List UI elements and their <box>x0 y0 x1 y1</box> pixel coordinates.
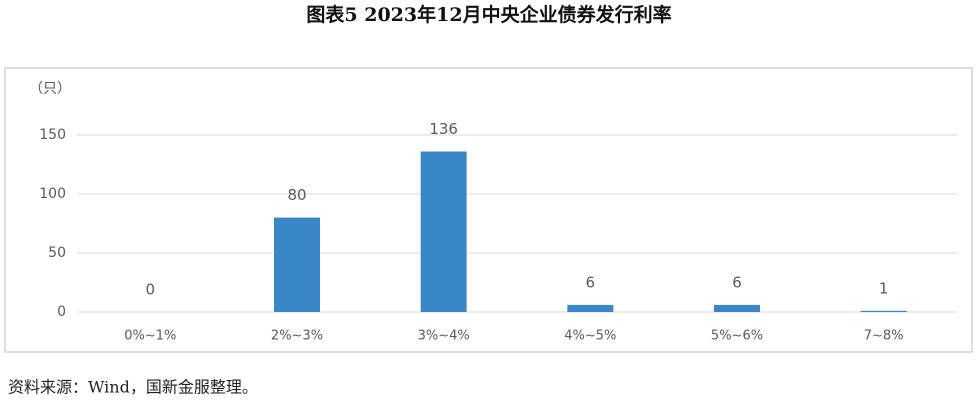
x-tick-label: 4%~5% <box>564 329 616 344</box>
y-tick-label: 150 <box>39 127 66 143</box>
data-label: 6 <box>732 273 742 291</box>
bar <box>567 304 614 312</box>
bar <box>274 217 320 312</box>
data-label: 1 <box>879 279 889 297</box>
x-tick-label: 2%~3% <box>271 329 323 344</box>
data-label: 80 <box>287 186 306 204</box>
source-note: 资料来源：Wind，国新金服整理。 <box>8 378 258 397</box>
x-tick-label: 7~8% <box>864 329 904 344</box>
x-tick-label: 5%~6% <box>711 329 763 344</box>
y-tick-label: 100 <box>39 186 66 202</box>
y-tick-label: 50 <box>48 245 66 261</box>
chart-title: 图表5 2023年12月中央企业债券发行利率 <box>306 3 671 26</box>
data-label: 0 <box>146 281 156 299</box>
chart-frame <box>4 67 973 353</box>
y-tick-label: 0 <box>57 304 66 320</box>
y-axis-label: （只） <box>29 81 71 97</box>
bar <box>714 304 760 312</box>
bar <box>420 151 467 312</box>
x-tick-label: 0%~1% <box>124 329 176 344</box>
data-label: 136 <box>429 120 458 138</box>
x-tick-label: 3%~4% <box>418 329 470 344</box>
data-label: 6 <box>586 273 596 291</box>
bar <box>860 310 907 312</box>
